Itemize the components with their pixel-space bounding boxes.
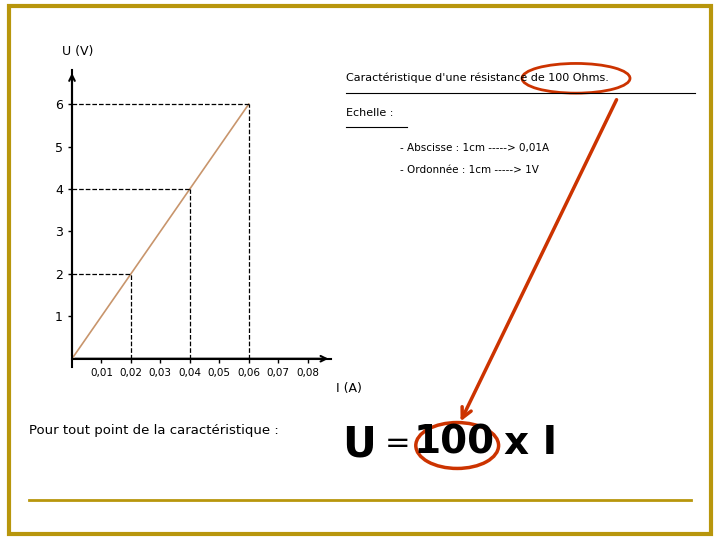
Text: I (A): I (A) [336,382,362,395]
Text: 100: 100 [414,424,495,462]
Text: Pour tout point de la caractéristique :: Pour tout point de la caractéristique : [29,424,279,437]
Text: x I: x I [504,424,557,462]
Text: U: U [342,424,376,466]
Text: Echelle :: Echelle : [346,108,393,118]
Text: - Abscisse : 1cm -----> 0,01A: - Abscisse : 1cm -----> 0,01A [400,143,549,153]
Text: Caractéristique d'une résistance de 100 Ohms.: Caractéristique d'une résistance de 100 … [346,73,608,83]
Text: =: = [385,429,411,458]
Text: U (V): U (V) [62,45,93,58]
Text: - Ordonnée : 1cm -----> 1V: - Ordonnée : 1cm -----> 1V [400,165,539,175]
